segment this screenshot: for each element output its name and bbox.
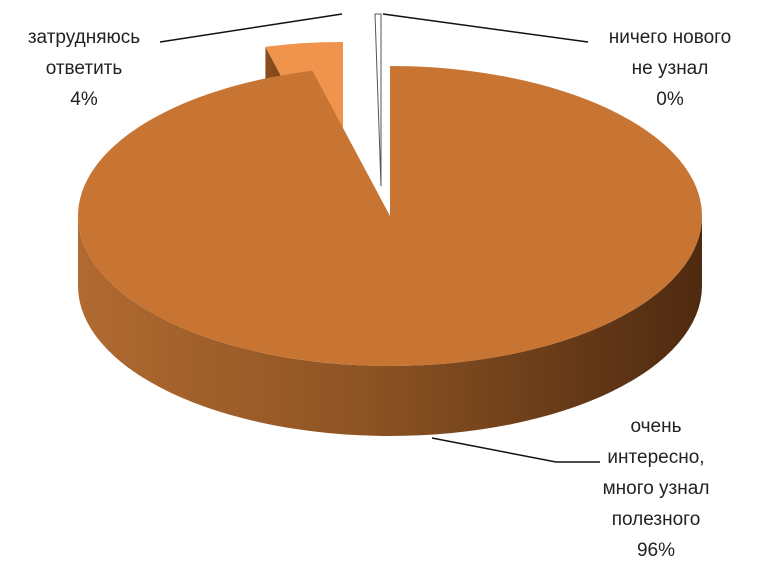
label-interesting-percent: 96% [637,540,675,561]
label-interesting-line: много узнал [603,478,710,499]
slice-zero [374,13,382,187]
label-interesting-line: очень [630,416,681,437]
label-nothing-new-percent: 0% [656,89,684,110]
label-interesting-line: полезного [612,509,701,530]
label-nothing-new-line: ничего нового [609,27,732,48]
leader-line-nothing-new [382,13,589,43]
label-unsure-percent: 4% [70,89,98,110]
label-unsure-line: затрудняюсь [28,27,140,48]
label-interesting-line: интересно, [607,447,704,468]
label-unsure-line: ответить [46,58,123,79]
slice-main-side [78,216,702,436]
leader-line-unsure [159,13,343,43]
slice-main-top [77,66,702,367]
label-nothing-new-line: не узнал [632,58,709,79]
leader-line-interesting [431,437,600,463]
